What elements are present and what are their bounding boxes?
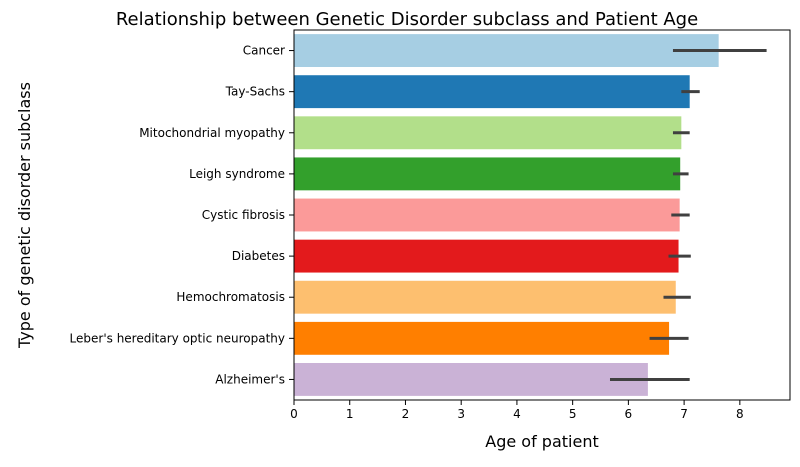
x-tick-label-1: 1 xyxy=(346,407,354,421)
y-axis-label: Type of genetic disorder subclass xyxy=(15,82,34,349)
x-tick-label-6: 6 xyxy=(625,407,633,421)
y-tick-label-6: Hemochromatosis xyxy=(176,290,285,304)
bar-7 xyxy=(294,321,670,355)
y-axis-ticks: Cancer Tay-Sachs Mitochondrial myopathy Lei… xyxy=(70,44,294,386)
y-tick-label-3: Leigh syndrome xyxy=(189,167,285,181)
y-tick-label-8: Alzheimer's xyxy=(215,372,285,386)
bar-5 xyxy=(294,239,679,273)
bar-4 xyxy=(294,198,680,232)
x-tick-label-4: 4 xyxy=(513,407,521,421)
bar-3 xyxy=(294,157,681,191)
x-tick-label-8: 8 xyxy=(736,407,744,421)
bar-2 xyxy=(294,116,682,150)
bars-layer xyxy=(294,34,719,396)
x-tick-label-2: 2 xyxy=(402,407,410,421)
y-tick-label-4: Cystic fibrosis xyxy=(202,208,285,222)
bar-8 xyxy=(294,363,648,396)
x-axis-ticks: 0 1 2 3 4 5 6 7 8 xyxy=(290,400,744,421)
chart-title: Relationship between Genetic Disorder su… xyxy=(116,9,698,30)
x-tick-label-5: 5 xyxy=(569,407,577,421)
y-tick-label-0: Cancer xyxy=(243,44,285,58)
y-tick-label-2: Mitochondrial myopathy xyxy=(139,126,285,140)
x-tick-label-7: 7 xyxy=(680,407,688,421)
y-tick-label-7: Leber's hereditary optic neuropathy xyxy=(70,331,285,345)
x-tick-label-3: 3 xyxy=(457,407,465,421)
x-axis-label: Age of patient xyxy=(485,432,598,451)
y-tick-label-5: Diabetes xyxy=(232,249,285,263)
bar-0 xyxy=(294,34,719,67)
bar-6 xyxy=(294,280,676,314)
error-bars-layer xyxy=(609,49,767,381)
y-tick-label-1: Tay-Sachs xyxy=(225,85,285,99)
x-tick-label-0: 0 xyxy=(290,407,298,421)
bar-1 xyxy=(294,75,690,109)
